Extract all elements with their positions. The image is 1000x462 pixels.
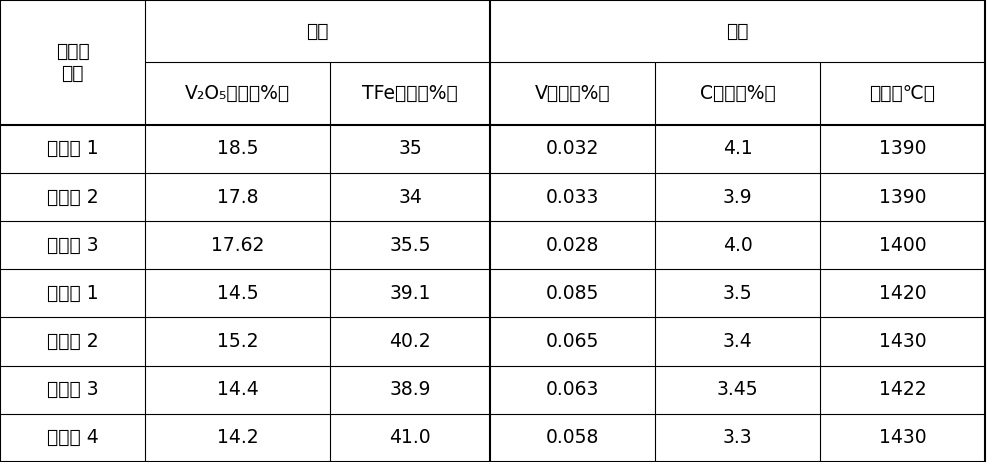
Text: TFe（重量%）: TFe（重量%） [362, 84, 458, 103]
Text: 实施例 1: 实施例 1 [47, 140, 98, 158]
Text: C（重量%）: C（重量%） [700, 84, 775, 103]
Text: V₂O₅（重量%）: V₂O₅（重量%） [185, 84, 290, 103]
Text: 半钓: 半钓 [726, 22, 749, 41]
Text: 15.2: 15.2 [217, 332, 258, 351]
Text: 对比例 2: 对比例 2 [47, 332, 98, 351]
Text: 3.45: 3.45 [717, 380, 758, 399]
Text: 17.62: 17.62 [211, 236, 264, 255]
Text: 14.2: 14.2 [217, 428, 258, 447]
Text: 14.4: 14.4 [217, 380, 258, 399]
Text: 0.028: 0.028 [546, 236, 599, 255]
Text: 3.9: 3.9 [723, 188, 752, 207]
Text: 对比例 1: 对比例 1 [47, 284, 98, 303]
Text: 0.063: 0.063 [546, 380, 599, 399]
Text: 4.0: 4.0 [723, 236, 752, 255]
Text: 实施例 3: 实施例 3 [47, 236, 98, 255]
Text: 4.1: 4.1 [723, 140, 752, 158]
Text: 3.4: 3.4 [723, 332, 752, 351]
Text: 0.065: 0.065 [546, 332, 599, 351]
Text: 实施例 2: 实施例 2 [47, 188, 98, 207]
Text: 0.032: 0.032 [546, 140, 599, 158]
Text: 18.5: 18.5 [217, 140, 258, 158]
Text: 14.5: 14.5 [217, 284, 258, 303]
Text: 38.9: 38.9 [389, 380, 431, 399]
Text: 1430: 1430 [879, 332, 926, 351]
Text: 34: 34 [398, 188, 422, 207]
Text: 0.085: 0.085 [546, 284, 599, 303]
Text: 对比例 3: 对比例 3 [47, 380, 98, 399]
Text: 1390: 1390 [879, 188, 926, 207]
Text: 1400: 1400 [879, 236, 926, 255]
Text: 39.1: 39.1 [389, 284, 431, 303]
Text: 3.3: 3.3 [723, 428, 752, 447]
Text: 1390: 1390 [879, 140, 926, 158]
Text: 对比例 4: 对比例 4 [47, 428, 98, 447]
Text: 40.2: 40.2 [389, 332, 431, 351]
Text: 温度（℃）: 温度（℃） [870, 84, 936, 103]
Text: 0.033: 0.033 [546, 188, 599, 207]
Text: 1430: 1430 [879, 428, 926, 447]
Text: 实施例
编号: 实施例 编号 [56, 42, 89, 83]
Text: 1420: 1420 [879, 284, 926, 303]
Text: 41.0: 41.0 [389, 428, 431, 447]
Text: V（重量%）: V（重量%） [535, 84, 610, 103]
Text: 钒渣: 钒渣 [306, 22, 329, 41]
Text: 0.058: 0.058 [546, 428, 599, 447]
Text: 35: 35 [398, 140, 422, 158]
Text: 35.5: 35.5 [389, 236, 431, 255]
Text: 17.8: 17.8 [217, 188, 258, 207]
Text: 1422: 1422 [879, 380, 926, 399]
Text: 3.5: 3.5 [723, 284, 752, 303]
